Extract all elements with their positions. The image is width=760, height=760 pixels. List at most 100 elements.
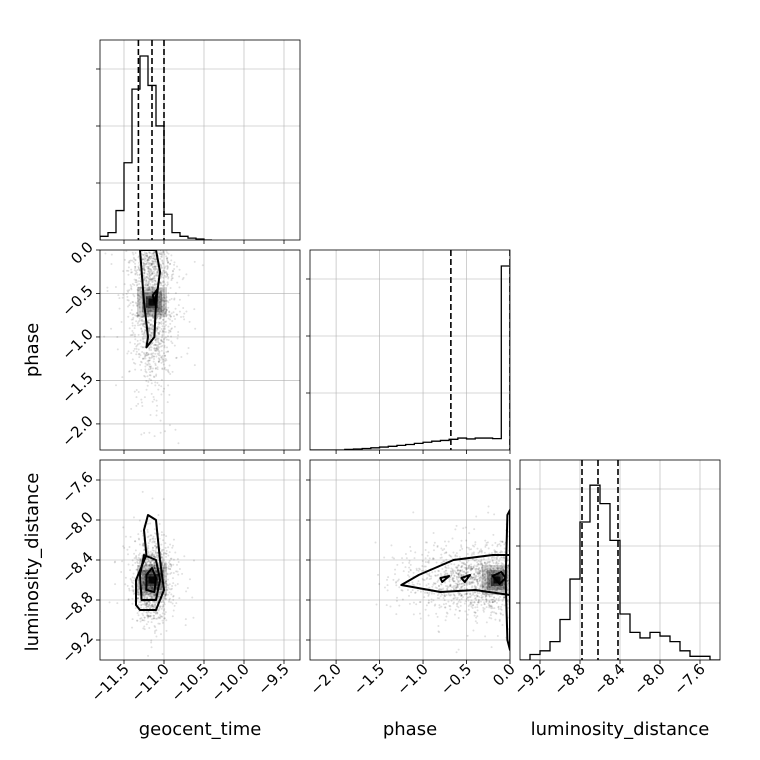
scatter-geocent-time-vs-phase-point-470: [152, 263, 155, 266]
scatter-geocent-time-vs-luminosity-distance-point-560: [165, 597, 168, 600]
scatter-phase-vs-luminosity-distance-point-913: [412, 571, 415, 574]
scatter-geocent-time-vs-phase-point-488: [164, 270, 167, 273]
scatter-phase-vs-luminosity-distance-point-1257: [489, 568, 492, 571]
scatter-phase-vs-luminosity-distance-point-122: [465, 598, 468, 601]
scatter-geocent-time-vs-phase-point-1209: [147, 292, 150, 295]
scatter-geocent-time-vs-luminosity-distance-point-904: [144, 561, 147, 564]
scatter-phase-vs-luminosity-distance-point-522: [461, 585, 464, 588]
scatter-geocent-time-vs-luminosity-distance-point-1043: [150, 605, 153, 608]
scatter-geocent-time-vs-phase-point-703: [123, 258, 126, 261]
scatter-geocent-time-vs-phase-point-1022: [163, 387, 166, 390]
scatter-phase-vs-luminosity-distance-point-254: [475, 586, 478, 589]
scatter-phase-vs-luminosity-distance-point-1199: [482, 577, 485, 580]
scatter-phase-vs-luminosity-distance-point-1383: [489, 614, 492, 617]
scatter-phase-vs-luminosity-distance-point-1203: [465, 571, 468, 574]
scatter-phase-vs-luminosity-distance-point-1064: [480, 562, 483, 565]
scatter-geocent-time-vs-phase-point-1191: [130, 352, 133, 355]
scatter-geocent-time-vs-phase-point-866: [158, 359, 161, 362]
scatter-geocent-time-vs-phase-point-1078: [137, 314, 140, 317]
scatter-phase-vs-luminosity-distance-point-875: [476, 578, 479, 581]
scatter-geocent-time-vs-luminosity-distance-point-1125: [138, 587, 141, 590]
scatter-phase-vs-luminosity-distance-point-612: [459, 574, 462, 577]
scatter-geocent-time-vs-phase-point-1116: [153, 275, 156, 278]
scatter-geocent-time-vs-luminosity-distance-point-850: [150, 585, 153, 588]
scatter-geocent-time-vs-phase-point-973: [152, 311, 155, 314]
scatter-phase-vs-luminosity-distance-point-1333: [490, 604, 493, 607]
scatter-phase-vs-luminosity-distance-point-1114: [476, 583, 479, 586]
scatter-phase-vs-luminosity-distance-point-468: [440, 553, 443, 556]
hist-phase-bin-20: [484, 438, 493, 450]
scatter-phase-vs-luminosity-distance-point-898: [476, 603, 479, 606]
scatter-geocent-time-vs-luminosity-distance-point-71: [159, 613, 162, 616]
scatter-geocent-time-vs-luminosity-distance-point-1306: [148, 614, 151, 617]
scatter-geocent-time-vs-phase-point-871: [146, 253, 149, 256]
scatter-geocent-time-vs-phase-point-177: [157, 321, 160, 324]
scatter-geocent-time-vs-luminosity-distance-point-381: [169, 557, 172, 560]
scatter-geocent-time-vs-phase-point-1204: [142, 311, 145, 314]
scatter-geocent-time-vs-phase-point-1137: [156, 326, 159, 329]
scatter-geocent-time-vs-phase-frame: [99, 249, 301, 451]
scatter-geocent-time-vs-luminosity-distance-point-408: [141, 571, 144, 574]
scatter-phase-vs-luminosity-distance-point-797: [496, 587, 499, 590]
scatter-geocent-time-vs-luminosity-distance-point-421: [159, 605, 162, 608]
scatter-phase-vs-luminosity-distance-point-500: [452, 580, 455, 583]
scatter-geocent-time-vs-phase-point-1265: [143, 278, 146, 281]
scatter-phase-vs-luminosity-distance-point-1129: [487, 578, 490, 581]
scatter-geocent-time-vs-phase-point-1260: [166, 251, 169, 254]
scatter-phase-vs-luminosity-distance-point-987: [490, 617, 493, 620]
scatter-phase-vs-luminosity-distance-point-569: [485, 599, 488, 602]
scatter-phase-vs-luminosity-distance-point-999: [408, 602, 411, 605]
scatter-phase-vs-luminosity-distance-point-912: [458, 576, 461, 579]
scatter-phase-vs-luminosity-distance-point-964: [481, 574, 484, 577]
scatter-geocent-time-vs-luminosity-distance-point-613: [171, 546, 174, 549]
scatter-phase-vs-luminosity-distance-point-296: [426, 561, 429, 564]
scatter-phase-vs-luminosity-distance-point-276: [459, 609, 462, 612]
scatter-geocent-time-vs-phase-point-169: [137, 289, 140, 292]
scatter-phase-vs-luminosity-distance-point-1057: [481, 586, 484, 589]
scatter-geocent-time-vs-phase-point-785: [137, 402, 140, 405]
scatter-phase-vs-luminosity-distance-point-726: [493, 611, 496, 614]
scatter-phase-vs-luminosity-distance-point-70: [486, 541, 489, 544]
scatter-phase-vs-luminosity-distance-point-881: [377, 573, 380, 576]
scatter-geocent-time-vs-luminosity-distance-point-1185: [149, 565, 152, 568]
scatter-geocent-time-vs-luminosity-distance-point-318: [161, 597, 164, 600]
scatter-geocent-time-vs-luminosity-distance-point-225: [154, 568, 157, 571]
scatter-geocent-time-vs-phase-point-244: [161, 307, 164, 310]
scatter-geocent-time-vs-phase-point-873: [147, 353, 150, 356]
scatter-phase-vs-luminosity-distance-point-241: [485, 593, 488, 596]
scatter-geocent-time-vs-phase-point-1202: [155, 263, 158, 266]
scatter-geocent-time-vs-phase-point-986: [126, 299, 129, 302]
scatter-geocent-time-vs-luminosity-distance-point-1104: [149, 587, 152, 590]
scatter-geocent-time-vs-phase-point-153: [158, 358, 161, 361]
scatter-phase-vs-luminosity-distance-point-201: [408, 566, 411, 569]
scatter-geocent-time-vs-luminosity-distance-point-362: [122, 526, 125, 529]
scatter-geocent-time-vs-phase-point-1279: [157, 357, 160, 360]
scatter-phase-vs-luminosity-distance-point-458: [487, 575, 490, 578]
scatter-phase-vs-luminosity-distance-point-446: [456, 579, 459, 582]
scatter-phase-vs-luminosity-distance-point-990: [467, 559, 470, 562]
scatter-geocent-time-vs-luminosity-distance-point-912: [155, 629, 158, 632]
scatter-phase-vs-luminosity-distance-point-1230: [479, 563, 482, 566]
scatter-geocent-time-vs-luminosity-distance-point-950: [149, 595, 152, 598]
scatter-geocent-time-vs-phase-point-1388: [180, 355, 183, 358]
scatter-phase-vs-luminosity-distance-point-950: [507, 564, 510, 567]
scatter-geocent-time-vs-phase-point-9: [140, 322, 143, 325]
scatter-phase-vs-luminosity-distance-point-41: [493, 557, 496, 560]
scatter-phase-vs-luminosity-distance-point-447: [492, 569, 495, 572]
scatter-phase-vs-luminosity-distance-point-147: [398, 586, 401, 589]
scatter-geocent-time-vs-luminosity-distance-point-64: [165, 586, 168, 589]
scatter-phase-vs-luminosity-distance-point-829: [491, 572, 494, 575]
scatter-phase-vs-luminosity-distance-point-715: [482, 558, 485, 561]
scatter-phase-vs-luminosity-distance-point-1156: [446, 572, 449, 575]
scatter-phase-vs-luminosity-distance-point-389: [501, 613, 504, 616]
scatter-phase-vs-luminosity-distance-point-691: [458, 594, 461, 597]
scatter-geocent-time-vs-phase-point-280: [159, 305, 162, 308]
scatter-phase-vs-luminosity-distance-point-243: [467, 599, 470, 602]
scatter-geocent-time-vs-phase-point-1379: [145, 292, 148, 295]
scatter-geocent-time-vs-phase-point-900: [150, 352, 153, 355]
scatter-phase-vs-luminosity-distance-point-43: [498, 551, 501, 554]
scatter-geocent-time-vs-luminosity-distance-point-969: [152, 605, 155, 608]
scatter-phase-vs-luminosity-distance-point-791: [465, 564, 468, 567]
scatter-geocent-time-vs-luminosity-distance-point-795: [146, 528, 149, 531]
scatter-geocent-time-vs-luminosity-distance-point-334: [162, 552, 165, 555]
